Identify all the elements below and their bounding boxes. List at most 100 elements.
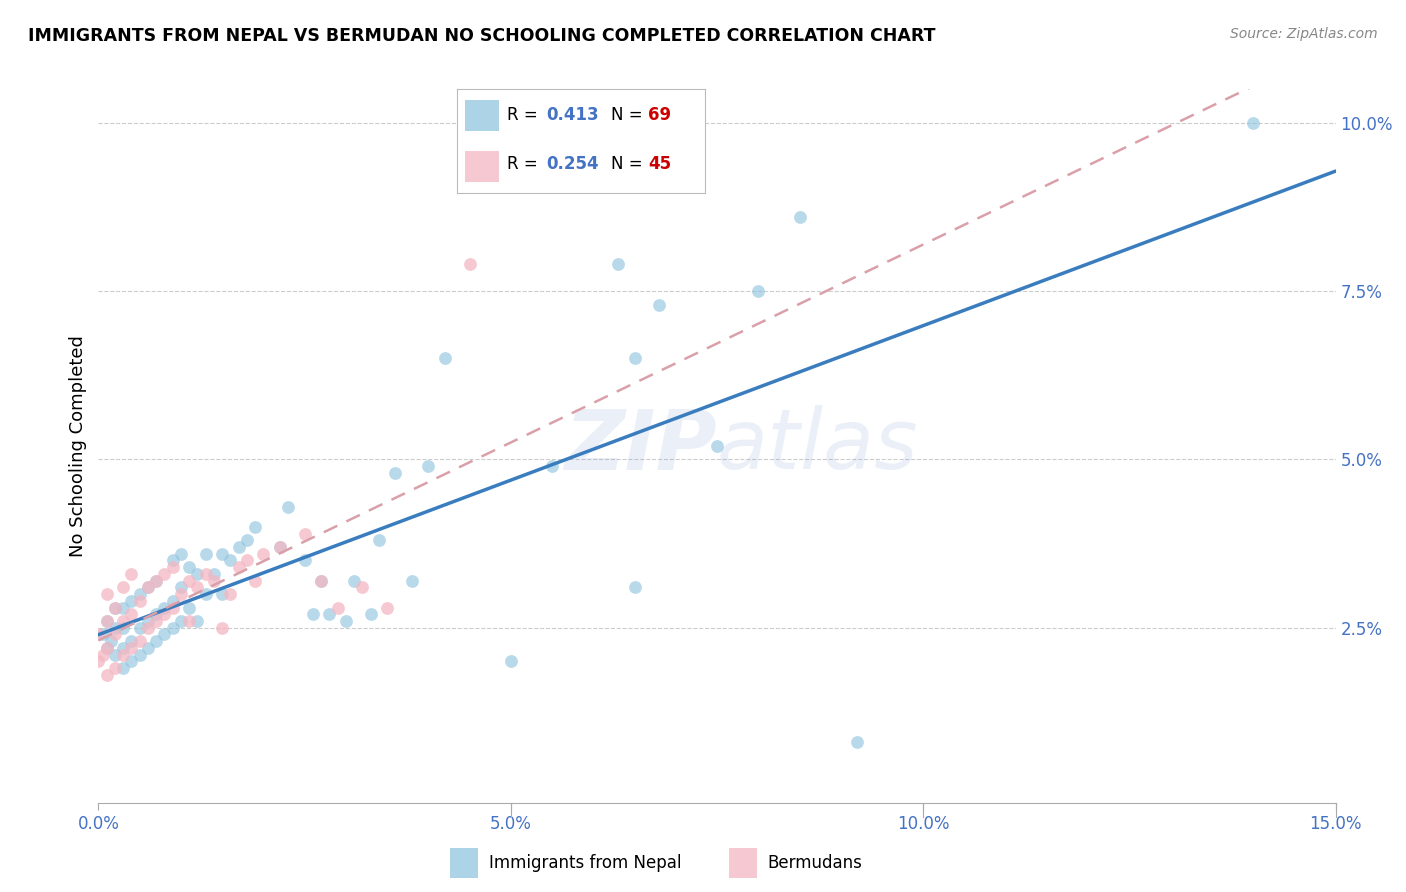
Point	[120, 594, 142, 608]
Y-axis label: No Schooling Completed: No Schooling Completed	[69, 335, 87, 557]
Point	[104, 661, 127, 675]
Point	[104, 600, 127, 615]
Point	[112, 661, 135, 675]
Point	[120, 607, 142, 622]
Point	[219, 553, 242, 567]
Point	[211, 621, 233, 635]
Point	[128, 587, 150, 601]
Point	[211, 587, 233, 601]
Point	[294, 526, 316, 541]
Point	[335, 614, 357, 628]
Point	[153, 566, 176, 581]
Point	[104, 621, 127, 635]
Point	[91, 648, 114, 662]
Point	[136, 580, 159, 594]
Point	[96, 614, 118, 628]
Point	[136, 614, 159, 628]
Point	[375, 600, 398, 615]
Point	[170, 587, 193, 601]
Point	[302, 607, 325, 622]
Point	[162, 553, 184, 567]
Point	[170, 614, 193, 628]
Point	[87, 655, 110, 669]
Point	[96, 668, 118, 682]
Point	[112, 600, 135, 615]
Text: Source: ZipAtlas.com: Source: ZipAtlas.com	[1230, 27, 1378, 41]
Text: ZIP: ZIP	[564, 406, 717, 486]
Point	[136, 580, 159, 594]
Point	[228, 540, 250, 554]
Point	[179, 574, 201, 588]
Point	[96, 640, 118, 655]
Point	[194, 547, 217, 561]
Point	[194, 587, 217, 601]
Point	[145, 614, 167, 628]
Point	[112, 621, 135, 635]
Point	[179, 560, 201, 574]
Point	[294, 553, 316, 567]
Point	[228, 560, 250, 574]
Point	[309, 574, 332, 588]
Point	[91, 627, 114, 641]
Point	[162, 594, 184, 608]
Point	[145, 607, 167, 622]
Point	[120, 634, 142, 648]
Point	[648, 298, 671, 312]
Point	[128, 634, 150, 648]
Point	[112, 648, 135, 662]
Point	[458, 257, 481, 271]
Point	[100, 634, 122, 648]
Point	[607, 257, 630, 271]
Point	[170, 547, 193, 561]
Point	[186, 580, 208, 594]
Point	[243, 520, 266, 534]
Point	[269, 540, 291, 554]
Point	[153, 600, 176, 615]
Point	[309, 574, 332, 588]
Point	[418, 459, 440, 474]
Point	[186, 566, 208, 581]
Point	[277, 500, 299, 514]
Point	[541, 459, 564, 474]
Point	[87, 627, 110, 641]
Text: atlas: atlas	[717, 406, 918, 486]
Point	[623, 580, 645, 594]
Point	[120, 640, 142, 655]
Point	[243, 574, 266, 588]
Point	[269, 540, 291, 554]
Point	[112, 614, 135, 628]
Point	[120, 655, 142, 669]
Point	[104, 627, 127, 641]
Point	[153, 627, 176, 641]
Point	[401, 574, 423, 588]
Point	[326, 600, 349, 615]
Point	[170, 580, 193, 594]
Point	[136, 640, 159, 655]
Point	[145, 574, 167, 588]
Point	[96, 640, 118, 655]
Point	[128, 648, 150, 662]
Point	[186, 614, 208, 628]
Point	[153, 607, 176, 622]
Point	[202, 566, 225, 581]
Point	[1241, 116, 1264, 130]
Point	[236, 533, 259, 548]
Point	[145, 634, 167, 648]
Point	[846, 735, 869, 749]
Text: IMMIGRANTS FROM NEPAL VS BERMUDAN NO SCHOOLING COMPLETED CORRELATION CHART: IMMIGRANTS FROM NEPAL VS BERMUDAN NO SCH…	[28, 27, 935, 45]
Point	[352, 580, 374, 594]
Point	[384, 466, 406, 480]
Point	[202, 574, 225, 588]
Point	[136, 621, 159, 635]
Point	[128, 594, 150, 608]
Point	[162, 600, 184, 615]
Point	[747, 284, 769, 298]
Point	[145, 574, 167, 588]
Point	[104, 648, 127, 662]
Point	[162, 560, 184, 574]
Point	[219, 587, 242, 601]
Point	[104, 600, 127, 615]
Point	[211, 547, 233, 561]
Point	[179, 600, 201, 615]
Point	[499, 655, 522, 669]
